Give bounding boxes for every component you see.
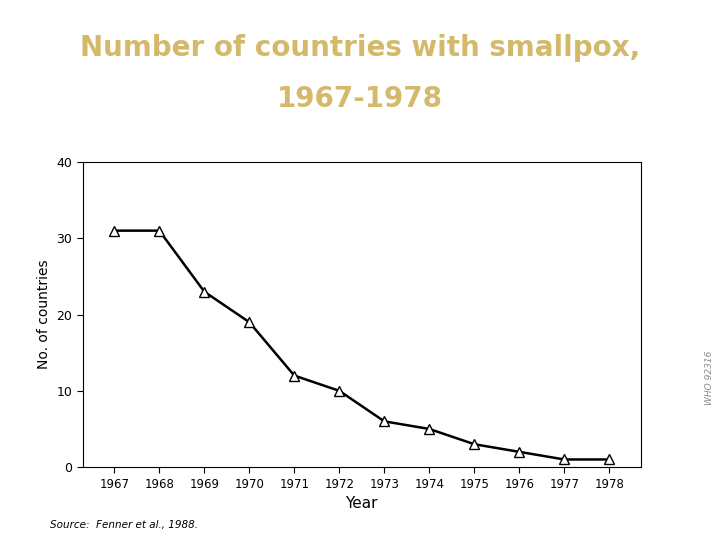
Text: Number of countries with smallpox,: Number of countries with smallpox, <box>80 34 640 62</box>
X-axis label: Year: Year <box>346 496 378 511</box>
Text: 1967-1978: 1967-1978 <box>277 85 443 113</box>
Y-axis label: No. of countries: No. of countries <box>37 260 51 369</box>
Text: Source:  Fenner et al., 1988.: Source: Fenner et al., 1988. <box>50 520 199 530</box>
Text: WHO 92316: WHO 92316 <box>705 351 714 405</box>
